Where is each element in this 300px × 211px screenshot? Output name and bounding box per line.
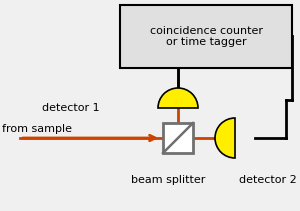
- Wedge shape: [158, 88, 198, 108]
- Bar: [163, 123, 193, 153]
- Text: from sample: from sample: [2, 124, 72, 134]
- Text: detector 1: detector 1: [42, 103, 100, 113]
- Text: coincidence counter
or time tagger: coincidence counter or time tagger: [149, 26, 262, 47]
- Text: detector 2: detector 2: [239, 175, 297, 185]
- Wedge shape: [215, 118, 235, 158]
- Bar: [120, 5, 292, 68]
- Text: beam splitter: beam splitter: [131, 175, 205, 185]
